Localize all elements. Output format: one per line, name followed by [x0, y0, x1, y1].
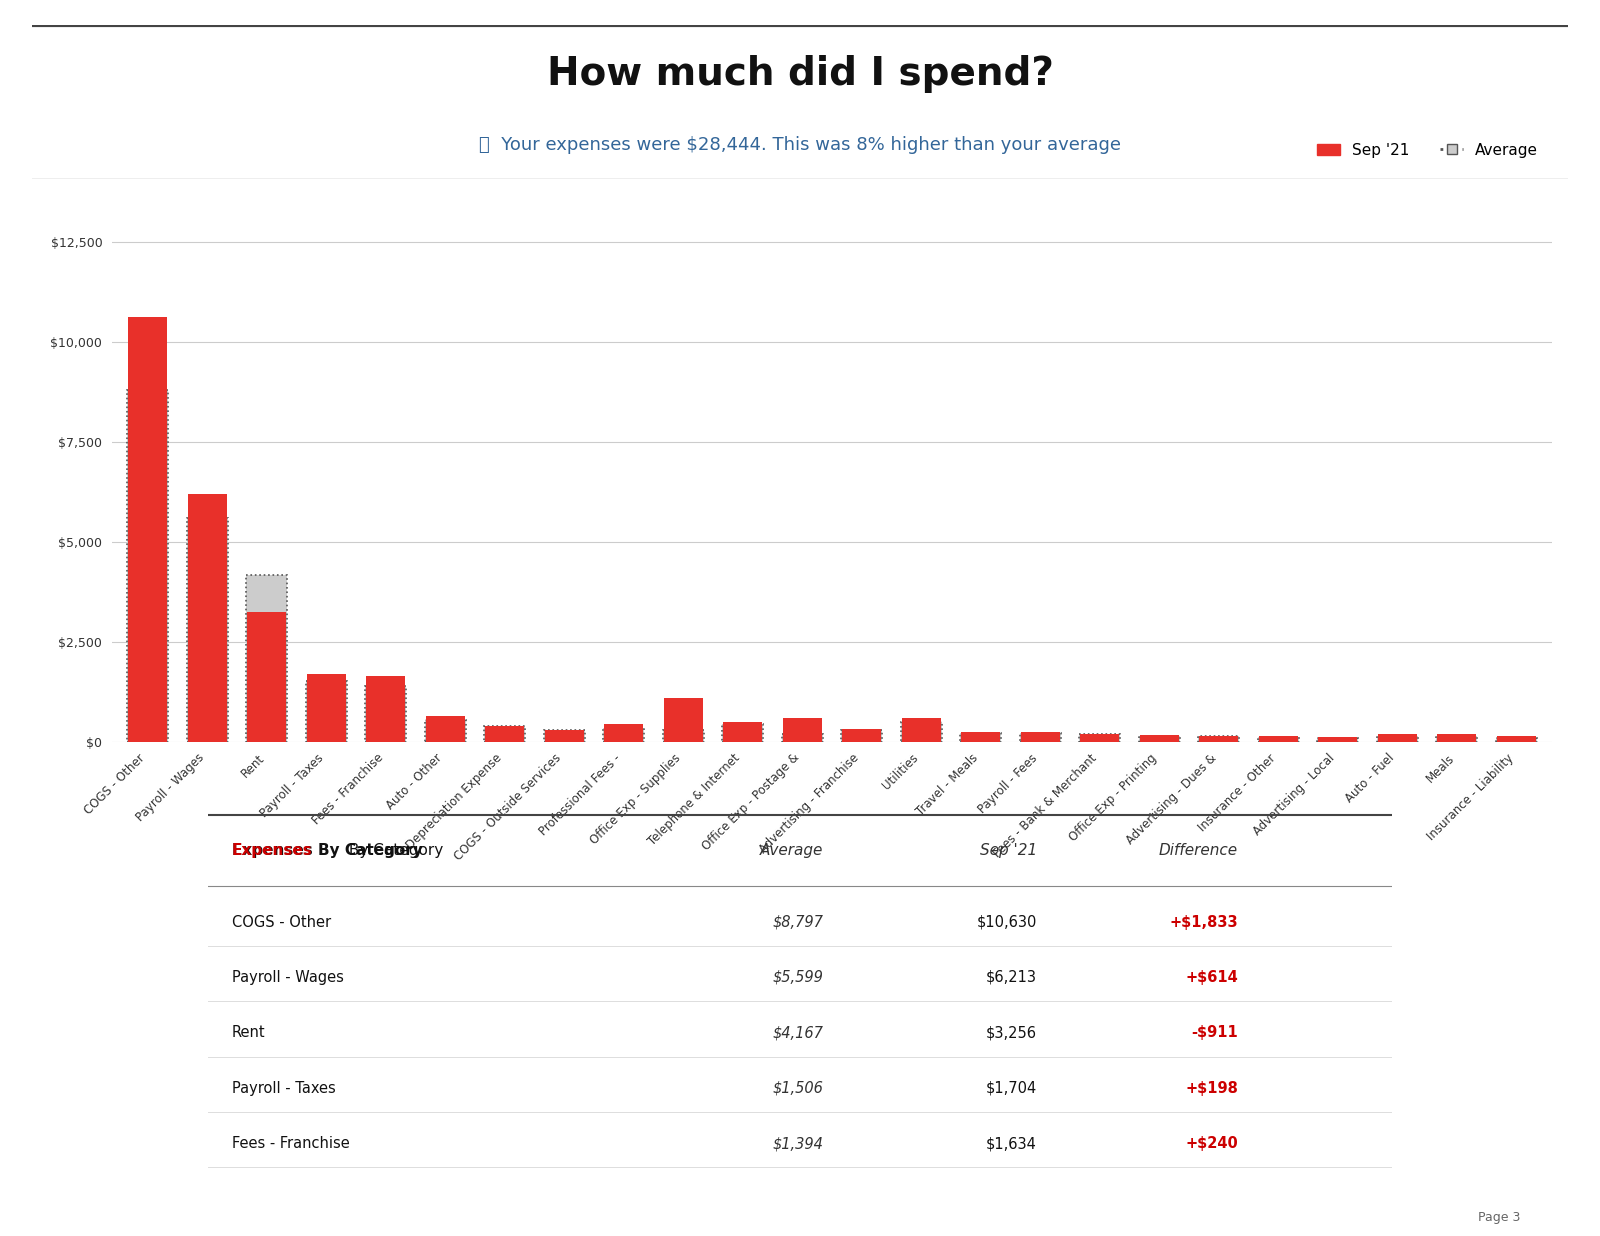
Text: $1,506: $1,506 [773, 1080, 824, 1095]
FancyBboxPatch shape [842, 730, 882, 742]
Text: +$1,833: +$1,833 [1170, 915, 1238, 929]
Bar [782, 718, 821, 742]
FancyBboxPatch shape [1258, 737, 1299, 742]
FancyBboxPatch shape [424, 719, 466, 742]
FancyBboxPatch shape [1317, 738, 1358, 742]
FancyBboxPatch shape [365, 686, 406, 742]
Bar [664, 697, 702, 742]
Bar [723, 722, 762, 742]
Text: $10,630: $10,630 [976, 915, 1037, 929]
Bar [843, 729, 882, 742]
Text: $6,213: $6,213 [986, 970, 1037, 985]
FancyBboxPatch shape [1376, 735, 1418, 742]
FancyBboxPatch shape [603, 728, 645, 742]
Text: 💡  Your expenses were $28,444. This was 8% higher than your average: 💡 Your expenses were $28,444. This was 8… [478, 136, 1122, 154]
Bar [187, 493, 227, 742]
Text: $1,704: $1,704 [986, 1080, 1037, 1095]
Text: Payroll - Wages: Payroll - Wages [232, 970, 344, 985]
FancyBboxPatch shape [1139, 735, 1179, 742]
Text: Rent: Rent [232, 1026, 266, 1041]
Text: How much did I spend?: How much did I spend? [547, 56, 1053, 93]
Text: $1,394: $1,394 [773, 1136, 824, 1151]
Text: Expenses By Category: Expenses By Category [232, 843, 422, 858]
FancyBboxPatch shape [1496, 738, 1538, 742]
Bar [1139, 735, 1179, 742]
Bar [1378, 734, 1416, 742]
Bar [1437, 734, 1477, 742]
Text: Expenses: Expenses [232, 843, 312, 858]
Text: $1,634: $1,634 [986, 1136, 1037, 1151]
Text: $3,256: $3,256 [986, 1026, 1037, 1041]
FancyBboxPatch shape [662, 729, 704, 742]
Bar [426, 716, 464, 742]
Bar [248, 612, 286, 742]
Bar [128, 318, 166, 742]
Bar [307, 674, 346, 742]
FancyBboxPatch shape [1437, 735, 1477, 742]
Legend: Sep '21, Average: Sep '21, Average [1310, 137, 1544, 164]
FancyBboxPatch shape [1080, 734, 1120, 742]
Text: Page 3: Page 3 [1478, 1210, 1520, 1224]
Text: By Category: By Category [344, 843, 443, 858]
Text: Difference: Difference [1158, 843, 1238, 858]
Text: $4,167: $4,167 [773, 1026, 824, 1041]
FancyBboxPatch shape [306, 681, 347, 742]
Bar [1498, 735, 1536, 742]
Bar [605, 724, 643, 742]
FancyBboxPatch shape [782, 734, 822, 742]
Text: +$240: +$240 [1186, 1136, 1238, 1151]
Bar [1259, 737, 1298, 742]
Text: +$198: +$198 [1186, 1080, 1238, 1095]
Text: Payroll - Taxes: Payroll - Taxes [232, 1080, 336, 1095]
Bar [1021, 732, 1059, 742]
Text: -$911: -$911 [1192, 1026, 1238, 1041]
Text: $8,797: $8,797 [773, 915, 824, 929]
FancyBboxPatch shape [485, 727, 525, 742]
Bar [485, 726, 525, 742]
Text: Average: Average [760, 843, 824, 858]
FancyBboxPatch shape [1198, 735, 1240, 742]
Text: +$614: +$614 [1186, 970, 1238, 985]
Bar [962, 732, 1000, 742]
Text: Sep '21: Sep '21 [979, 843, 1037, 858]
FancyBboxPatch shape [722, 723, 763, 742]
Text: COGS - Other: COGS - Other [232, 915, 331, 929]
FancyBboxPatch shape [544, 730, 584, 742]
Bar [1200, 735, 1238, 742]
FancyBboxPatch shape [1019, 733, 1061, 742]
Text: $5,599: $5,599 [773, 970, 824, 985]
Bar [1318, 737, 1357, 742]
Bar [366, 676, 405, 742]
Text: Fees - Franchise: Fees - Franchise [232, 1136, 349, 1151]
FancyBboxPatch shape [901, 722, 942, 742]
Bar [546, 730, 584, 742]
FancyBboxPatch shape [126, 391, 168, 742]
Bar [902, 718, 941, 742]
Bar [1080, 734, 1118, 742]
FancyBboxPatch shape [960, 733, 1002, 742]
FancyBboxPatch shape [187, 518, 227, 742]
FancyBboxPatch shape [246, 575, 288, 742]
